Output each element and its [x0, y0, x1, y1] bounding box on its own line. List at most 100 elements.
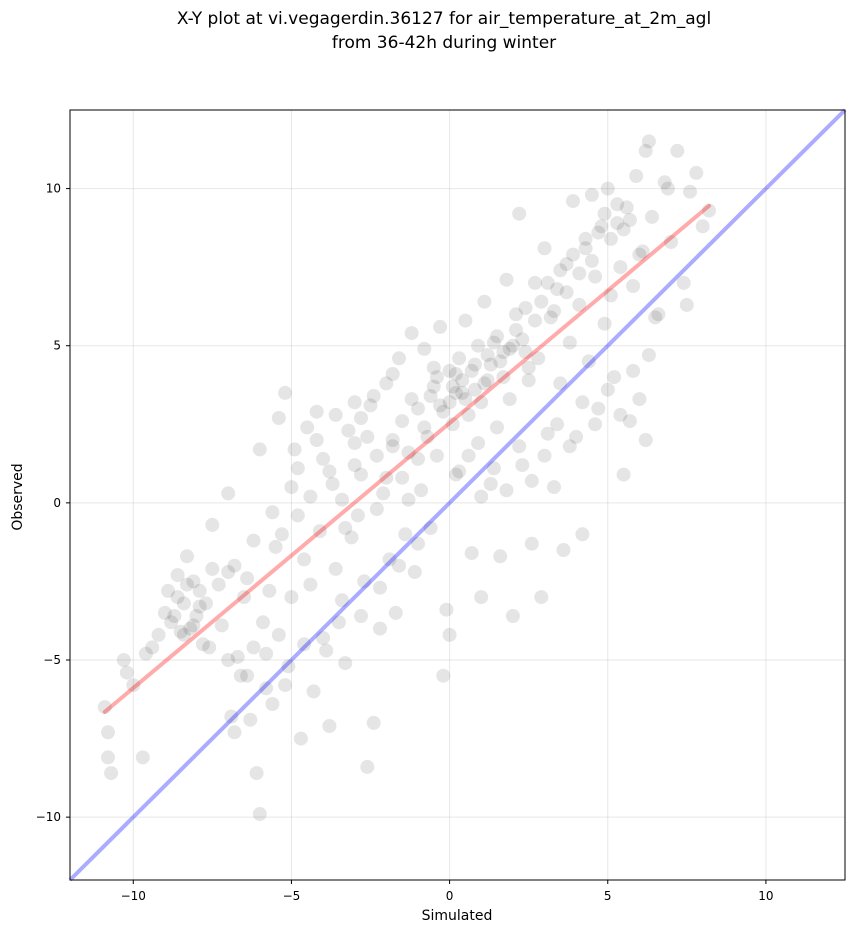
data-point — [512, 206, 527, 221]
data-point — [433, 398, 448, 413]
data-point — [246, 533, 261, 548]
data-point — [518, 301, 533, 315]
data-point — [505, 338, 520, 353]
data-point — [509, 307, 523, 322]
data-point — [173, 624, 188, 639]
data-point — [445, 417, 460, 432]
data-point — [262, 583, 277, 598]
data-point — [411, 451, 425, 466]
data-point — [483, 477, 498, 491]
data-point — [183, 621, 198, 636]
data-point — [259, 646, 274, 661]
data-point — [379, 470, 394, 485]
data-point — [518, 345, 533, 359]
data-point — [385, 367, 400, 381]
data-point — [170, 568, 185, 583]
data-point — [233, 668, 248, 683]
data-point — [221, 653, 236, 667]
data-point — [572, 297, 587, 312]
data-point — [420, 429, 435, 444]
data-point — [322, 719, 337, 733]
data-point — [452, 464, 467, 479]
data-point — [448, 385, 463, 400]
data-point — [186, 574, 201, 589]
data-point — [616, 467, 631, 482]
data-point — [588, 417, 603, 432]
data-point — [199, 596, 213, 611]
data-point — [401, 492, 416, 507]
data-point — [486, 461, 501, 476]
data-point — [483, 357, 498, 372]
x-tick-label: 0 — [446, 889, 454, 903]
data-point — [189, 609, 204, 623]
data-point — [363, 398, 378, 413]
data-point — [328, 561, 343, 576]
data-point — [300, 420, 315, 435]
y-tick-label: −5 — [43, 653, 61, 667]
data-point — [562, 439, 577, 454]
data-point — [588, 269, 603, 284]
data-point — [600, 382, 615, 397]
data-point — [297, 552, 312, 567]
data-point — [176, 596, 191, 611]
data-point — [603, 231, 618, 246]
data-point — [575, 395, 590, 410]
data-point — [502, 392, 517, 407]
data-point — [382, 552, 397, 567]
data-point — [309, 404, 324, 419]
data-point — [259, 681, 274, 696]
data-point — [566, 247, 580, 262]
data-point — [670, 143, 685, 158]
data-point — [515, 458, 530, 473]
scatter-points — [97, 134, 716, 821]
data-point — [515, 332, 530, 347]
data-point — [325, 477, 340, 491]
data-point — [458, 392, 473, 407]
data-point — [490, 329, 504, 344]
data-point — [256, 615, 270, 630]
data-point — [626, 279, 641, 293]
data-point — [211, 577, 226, 592]
data-point — [455, 373, 470, 388]
data-point — [192, 583, 207, 598]
data-point — [445, 379, 460, 394]
data-point — [157, 605, 172, 620]
data-point — [398, 527, 413, 542]
data-point — [126, 678, 141, 693]
grid — [70, 110, 845, 880]
data-point — [524, 536, 539, 551]
data-point — [603, 288, 618, 303]
data-point — [461, 407, 476, 422]
data-point — [442, 363, 457, 378]
data-point — [648, 310, 663, 325]
data-point — [246, 640, 261, 655]
data-point — [274, 527, 289, 542]
data-point — [493, 354, 508, 369]
data-point — [227, 558, 242, 573]
data-point — [474, 590, 489, 605]
data-point — [477, 376, 492, 391]
data-point — [569, 429, 584, 444]
data-point — [651, 307, 666, 322]
data-point — [423, 521, 438, 535]
x-tick-label: −5 — [283, 889, 301, 903]
data-point — [562, 335, 577, 350]
data-point — [553, 376, 568, 391]
data-point — [448, 467, 463, 482]
data-point — [455, 385, 470, 400]
data-point — [474, 395, 489, 410]
data-point — [537, 448, 552, 463]
data-point — [221, 565, 236, 579]
data-point — [553, 263, 568, 278]
data-point — [521, 373, 536, 388]
data-point — [170, 590, 185, 605]
data-point — [268, 539, 283, 554]
data-point — [543, 310, 558, 325]
data-point — [591, 401, 606, 416]
data-point — [474, 489, 489, 504]
data-point — [176, 627, 191, 642]
data-point — [265, 697, 280, 711]
data-point — [385, 433, 400, 447]
data-point — [392, 558, 406, 573]
data-point — [101, 725, 115, 740]
